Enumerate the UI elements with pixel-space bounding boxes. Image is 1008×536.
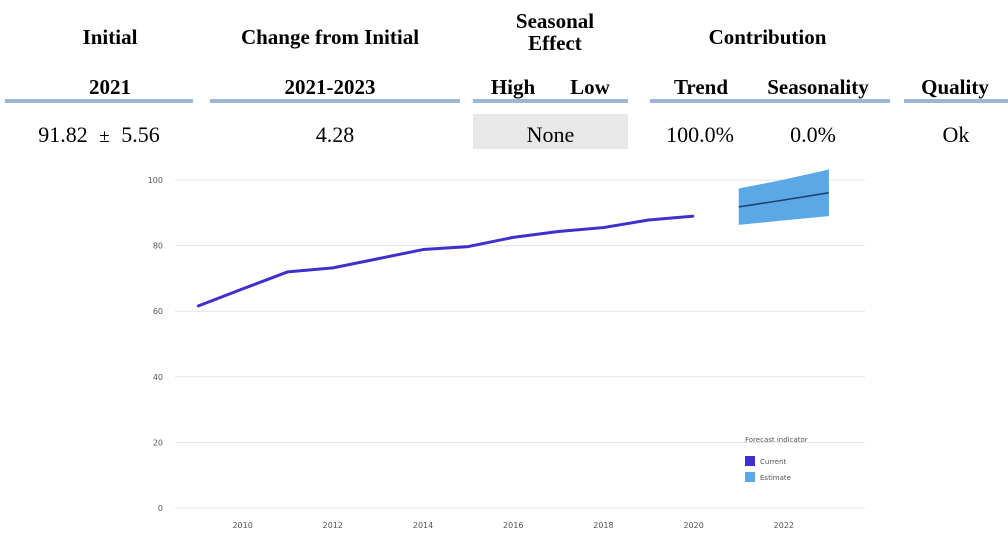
trend-value: 100.0% xyxy=(666,122,734,147)
forecast-chart: 0 20 40 60 80 100 2010 2012 2014 2016 2018 2020 2022… xyxy=(148,169,865,530)
rule-contribution xyxy=(650,99,890,103)
header-seasonal-line1: Seasonal xyxy=(515,9,595,33)
current-point-2018 xyxy=(602,226,605,229)
current-point-2011 xyxy=(286,271,289,273)
current-point-2015 xyxy=(467,245,469,248)
legend-swatch-current xyxy=(745,456,755,466)
header-seasonal-effect: Seasonal Effect xyxy=(480,10,630,54)
plus-minus-sign: ± xyxy=(99,126,110,147)
y-tick-label-40: 40 xyxy=(153,373,163,382)
subheader-year: 2021 xyxy=(89,75,131,99)
y-tick-label-80: 80 xyxy=(153,242,163,251)
current-point-2012 xyxy=(332,267,334,269)
subheader-seasonality: Seasonality xyxy=(767,75,869,99)
subheader-high: High xyxy=(490,75,536,99)
seasonal-cell-background xyxy=(473,114,628,149)
x-tick-label-2012: 2012 xyxy=(323,521,343,530)
change-value: 4.28 xyxy=(315,122,355,147)
subheader-range: 2021-2023 xyxy=(284,75,376,99)
subheader-trend: Trend xyxy=(673,75,729,99)
current-point-2014 xyxy=(422,248,424,251)
rule-change xyxy=(210,99,460,103)
x-tick-label-2018: 2018 xyxy=(593,521,613,530)
rule-seasonal xyxy=(473,99,628,103)
header-seasonal-line2: Effect xyxy=(528,31,582,55)
header-contribution: Contribution xyxy=(708,25,827,49)
current-point-2013 xyxy=(377,257,379,260)
current-point-2017 xyxy=(557,230,560,233)
current-point-2019 xyxy=(647,219,650,221)
rule-initial xyxy=(5,99,193,103)
legend-label-estimate: Estimate xyxy=(760,474,791,482)
subheader-low: Low xyxy=(570,75,610,99)
y-tick-label-20: 20 xyxy=(153,438,163,447)
legend-label-current: Current xyxy=(760,458,787,466)
estimate-line xyxy=(738,192,830,208)
y-tick-label-100: 100 xyxy=(148,176,163,185)
header-initial: Initial xyxy=(82,25,138,49)
initial-error: 5.56 xyxy=(121,122,160,147)
legend-swatch-estimate xyxy=(745,472,755,482)
x-tick-label-2010: 2010 xyxy=(232,521,252,530)
subheader-quality: Quality xyxy=(921,75,989,99)
estimate-band xyxy=(738,169,829,225)
current-point-2020 xyxy=(692,215,695,217)
seasonal-value: None xyxy=(526,122,575,147)
y-tick-label-0: 0 xyxy=(158,504,163,513)
x-tick-label-2022: 2022 xyxy=(774,521,794,530)
initial-value-cell: 91.82 ± 5.56 xyxy=(5,120,193,152)
x-tick-label-2020: 2020 xyxy=(683,521,703,530)
current-line xyxy=(197,214,694,308)
current-point-2010 xyxy=(241,288,244,290)
initial-value: 91.82 xyxy=(38,122,88,147)
x-tick-label-2016: 2016 xyxy=(503,521,523,530)
y-tick-label-60: 60 xyxy=(153,307,163,316)
legend-title: Forecast indicator xyxy=(745,436,808,444)
header-change: Change from Initial xyxy=(240,25,420,49)
seasonality-value: 0.0% xyxy=(790,122,836,147)
quality-value: Ok xyxy=(942,122,970,147)
rule-quality xyxy=(904,99,1008,103)
x-tick-label-2014: 2014 xyxy=(413,521,433,530)
current-point-2009 xyxy=(196,305,199,308)
current-point-2016 xyxy=(512,236,515,239)
